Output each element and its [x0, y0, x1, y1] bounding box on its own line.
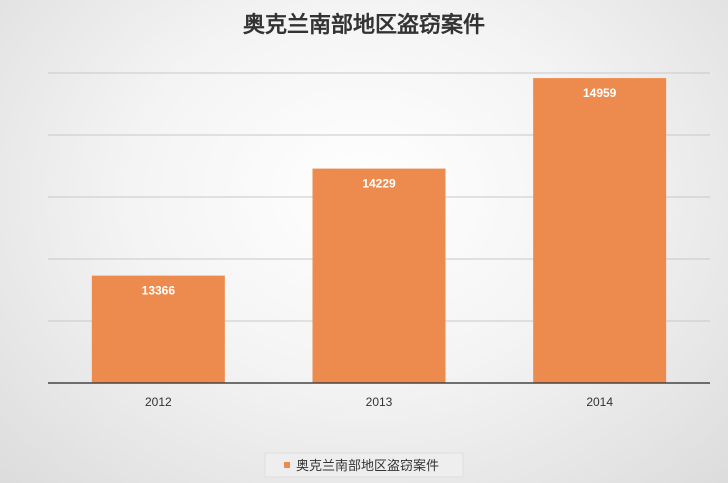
legend-swatch [284, 462, 290, 468]
bar-2012 [91, 275, 225, 383]
legend-entry: 奥克兰南部地区盗窃案件 [296, 458, 439, 474]
data-label-2014: 14959 [583, 86, 617, 100]
legend-box [264, 452, 464, 478]
bars: 13366 14229 14959 [91, 78, 667, 384]
x-tick-label-2014: 2014 [586, 395, 613, 409]
legend: 奥克兰南部地区盗窃案件 [264, 452, 464, 478]
data-label-2013: 14229 [362, 177, 396, 191]
bar-2013 [312, 168, 446, 383]
x-tick-label-2013: 2013 [366, 395, 393, 409]
x-axis-ticks: 2012 2013 2014 [145, 395, 613, 409]
data-label-2012: 13366 [142, 284, 176, 298]
bar-2014 [533, 78, 667, 384]
x-tick-label-2012: 2012 [145, 395, 172, 409]
chart-title: 奥克兰南部地区盗窃案件 [243, 12, 485, 38]
